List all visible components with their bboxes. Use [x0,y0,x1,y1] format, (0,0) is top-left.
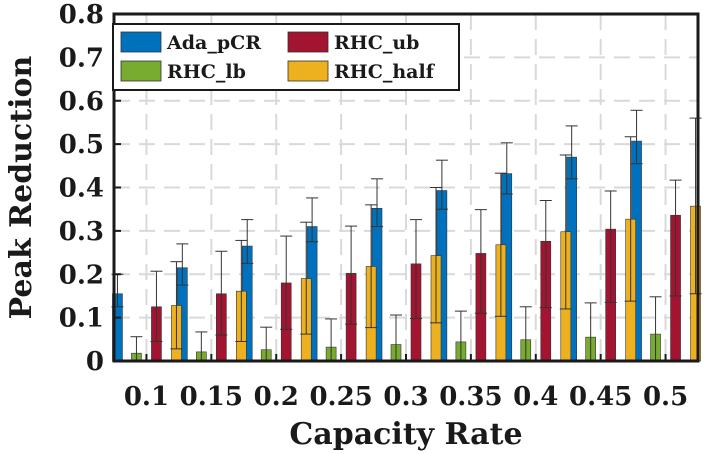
error-bar-rhc-half-5 [494,172,507,317]
error-bar-rhc-half-2 [300,221,313,335]
error-bar-rhc-lb-6 [519,306,532,361]
x-tick-label-3: 0.25 [309,382,372,412]
error-bar-rhc-lb-0 [130,336,143,361]
error-bar-rhc-half-4 [430,187,442,324]
error-bar-rhc-half-6 [559,154,572,310]
error-bar-rhc-half-0 [170,261,183,350]
x-axis-ticks: 0.1 0.15 0.2 0.25 0.3 0.35 0.4 0.45 0.5 [124,354,688,412]
x-tick-label-5: 0.35 [439,382,502,412]
error-bar-ada-pcr-4 [371,178,383,228]
error-bar-rhc-lb-1 [195,331,208,361]
y-tick-label-5: 0.5 [59,130,104,160]
error-bar-rhc-half-1 [235,239,248,342]
error-bar-rhc-ub-4 [410,219,422,319]
legend-label-rhc-lb: RHC_lb [167,61,246,83]
x-axis-title: Capacity Rate [289,417,522,452]
error-bar-ada-pcr-7 [565,125,578,180]
error-bar-rhc-lb-5 [454,310,467,361]
x-tick-label-8: 0.5 [643,382,688,412]
legend-swatch-ada-pcr [120,31,162,53]
x-tick-label-6: 0.4 [513,382,558,412]
legend-swatch-rhc-half [287,60,329,82]
error-bar-rhc-lb-7 [584,302,597,361]
error-bar-ada-pcr-3 [306,197,319,243]
error-bar-rhc-ub-6 [539,200,552,309]
error-bar-rhc-ub-0 [150,270,163,342]
legend-label-rhc-half: RHC_half [334,61,436,83]
error-bar-ada-pcr-5 [435,159,448,210]
error-bar-rhc-lb-4 [390,314,402,361]
error-bar-ada-pcr-1 [176,243,189,286]
error-bar-rhc-lb-3 [325,318,338,361]
error-bar-rhc-ub-1 [215,250,228,336]
legend-label-ada-pcr: Ada_pCR [166,32,261,54]
error-bar-rhc-ub-8 [669,179,682,297]
x-tick-label-0: 0.1 [124,382,169,412]
error-bar-rhc-ub-7 [604,190,617,303]
x-tick-label-2: 0.2 [254,382,299,412]
y-tick-label-8: 0.8 [59,0,104,30]
y-tick-label-6: 0.6 [59,87,104,117]
x-tick-label-7: 0.45 [569,382,632,412]
error-bar-rhc-half-8 [689,117,702,295]
error-bar-rhc-lb-2 [260,326,273,361]
y-tick-label-3: 0.3 [59,217,104,247]
y-tick-label-2: 0.2 [59,260,104,290]
error-bar-ada-pcr-2 [241,219,254,264]
y-axis-title: Peak Reduction [4,55,39,319]
error-bar-rhc-ub-2 [280,235,293,330]
y-tick-label-1: 0.1 [59,304,104,334]
legend-box [112,23,460,91]
y-tick-label-7: 0.7 [59,43,104,73]
error-bar-ada-pcr-6 [500,142,513,195]
legend-swatch-rhc-lb [120,60,162,82]
legend: Ada_pCR RHC_ub RHC_lb RHC_half [112,23,460,91]
legend-label-rhc-ub: RHC_ub [334,32,419,54]
y-axis-ticks: 0 0.1 0.2 0.3 0.4 0.5 0.6 0.7 0.8 [59,0,121,377]
error-bar-rhc-ub-5 [474,209,487,314]
error-bar-rhc-lb-8 [649,296,662,361]
x-tick-label-4: 0.3 [383,382,428,412]
y-tick-label-0: 0 [86,347,104,377]
y-tick-label-4: 0.4 [59,174,104,204]
error-bar-rhc-half-7 [624,136,637,302]
error-bars [111,109,702,361]
error-bar-rhc-ub-3 [345,225,358,325]
legend-swatch-rhc-ub [287,31,329,53]
x-tick-label-1: 0.15 [180,382,243,412]
error-bar-rhc-half-3 [365,204,378,329]
